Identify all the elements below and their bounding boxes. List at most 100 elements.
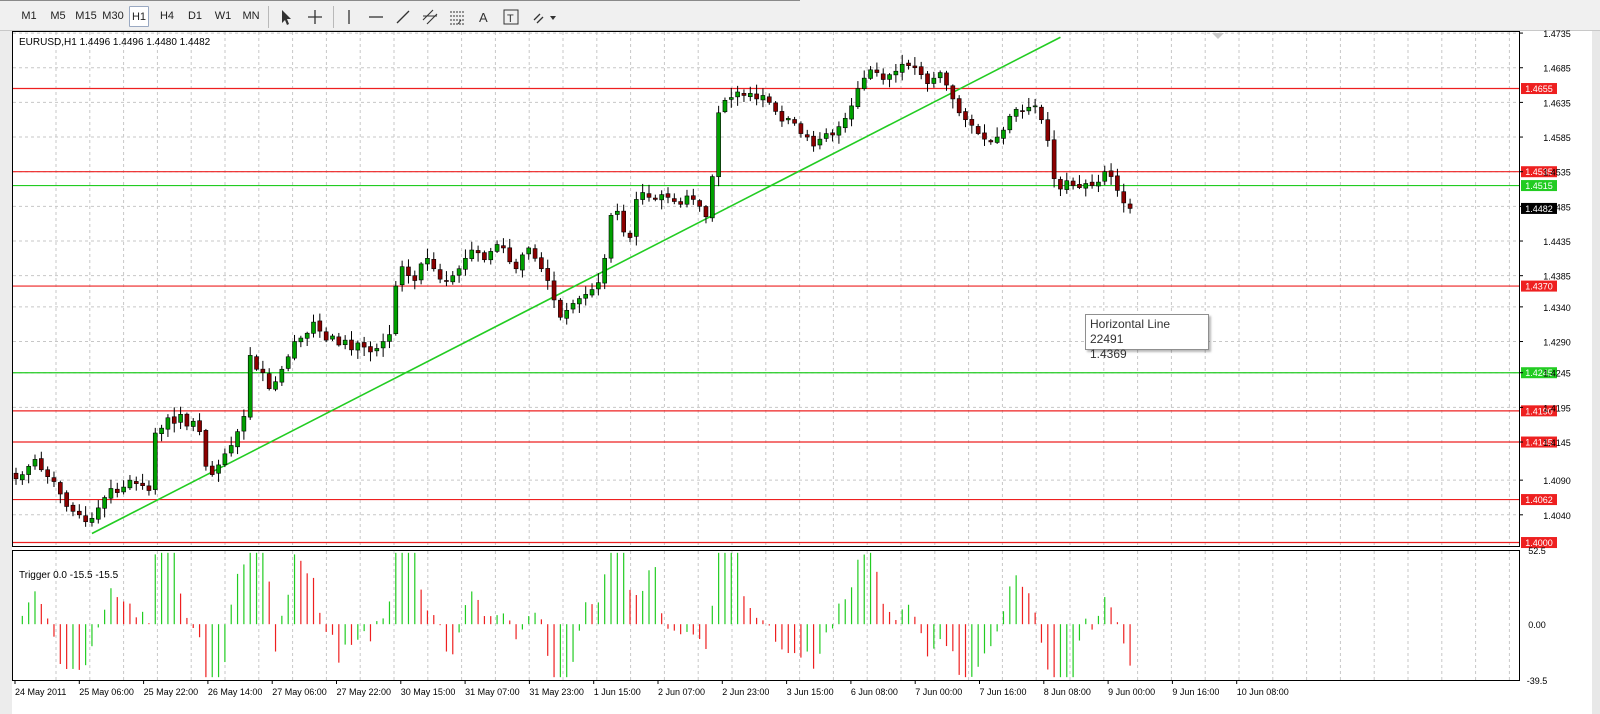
candle-body bbox=[330, 335, 335, 340]
candle-body bbox=[222, 453, 228, 465]
candle-body bbox=[545, 268, 551, 281]
candle-body bbox=[1115, 175, 1120, 191]
candle-body bbox=[551, 280, 557, 301]
trendline-icon[interactable] bbox=[392, 6, 414, 28]
candle-body bbox=[102, 497, 107, 509]
vertical-line-icon[interactable] bbox=[338, 6, 360, 28]
candle-body bbox=[773, 102, 778, 112]
candle-body bbox=[1051, 139, 1057, 179]
candle-body bbox=[393, 285, 399, 334]
candle-body bbox=[374, 348, 380, 352]
candle-body bbox=[861, 77, 867, 89]
candle-body bbox=[317, 320, 323, 332]
time-tick-label: 9 Jun 00:00 bbox=[1108, 687, 1155, 697]
candle-body bbox=[178, 414, 183, 423]
timeframe-d1[interactable]: D1 bbox=[187, 10, 203, 22]
time-tick-label: 24 May 2011 bbox=[15, 687, 66, 697]
candle-body bbox=[285, 356, 291, 369]
svg-text:A: A bbox=[479, 10, 488, 25]
candle-body bbox=[868, 69, 873, 79]
timeframe-h1[interactable]: H1 bbox=[129, 6, 149, 27]
candle-body bbox=[494, 244, 500, 252]
price-tick-label: 1.4040 bbox=[1543, 511, 1571, 521]
candle-body bbox=[735, 91, 740, 98]
candle-body bbox=[836, 126, 842, 136]
candle-body bbox=[418, 263, 424, 281]
text-icon[interactable]: A bbox=[473, 6, 495, 28]
candle-body bbox=[583, 294, 589, 299]
timeframe-h4[interactable]: H4 bbox=[159, 10, 175, 22]
candle-body bbox=[728, 97, 734, 100]
candle-body bbox=[342, 339, 348, 346]
candle-body bbox=[13, 472, 19, 480]
candle-body bbox=[925, 73, 930, 84]
candle-body bbox=[311, 321, 316, 334]
candle-body bbox=[247, 355, 253, 418]
candle-body bbox=[121, 486, 126, 493]
trendline[interactable] bbox=[91, 36, 1061, 535]
candle-body bbox=[368, 346, 373, 353]
candle-body bbox=[114, 488, 120, 493]
candle-body bbox=[944, 72, 949, 86]
candle-body bbox=[209, 465, 215, 475]
candle-body bbox=[513, 261, 519, 270]
current-price-label-bg bbox=[1521, 202, 1557, 214]
candle-body bbox=[672, 198, 677, 202]
candle-body bbox=[1020, 110, 1025, 112]
candle-body bbox=[184, 413, 190, 427]
axis-labels: 1.47351.46851.46351.45851.45351.44851.44… bbox=[14, 29, 1571, 697]
candle-body bbox=[279, 368, 285, 383]
candle-body bbox=[298, 337, 304, 343]
horizontal-line-icon[interactable] bbox=[365, 6, 387, 28]
candle-body bbox=[722, 100, 728, 113]
cursor-icon[interactable] bbox=[274, 6, 296, 28]
candle-body bbox=[1001, 129, 1006, 139]
horizontal-line-price-label: 1.4190 bbox=[1525, 406, 1553, 416]
crosshair-icon[interactable] bbox=[304, 6, 326, 28]
price-tick-label: 1.4435 bbox=[1543, 237, 1571, 247]
candle-body bbox=[235, 431, 240, 448]
candle-body bbox=[817, 138, 823, 146]
fibonacci-icon[interactable] bbox=[446, 6, 468, 28]
arrows-icon[interactable] bbox=[530, 6, 560, 28]
candle-body bbox=[969, 119, 975, 126]
candle-body bbox=[507, 247, 513, 263]
trendline-segment[interactable] bbox=[91, 36, 1061, 535]
time-tick-label: 9 Jun 16:00 bbox=[1172, 687, 1219, 697]
timeframe-m30[interactable]: M30 bbox=[102, 10, 124, 22]
timeframe-m1[interactable]: M1 bbox=[21, 10, 37, 22]
candle-body bbox=[336, 336, 342, 346]
timeframe-m15[interactable]: M15 bbox=[75, 10, 97, 22]
time-tick-label: 31 May 07:00 bbox=[465, 687, 520, 697]
horizontal-line-price-label: 1.4000 bbox=[1525, 538, 1553, 548]
time-tick-label: 7 Jun 00:00 bbox=[915, 687, 962, 697]
time-tick-label: 7 Jun 16:00 bbox=[980, 687, 1027, 697]
candle-body bbox=[975, 126, 981, 134]
candle-body bbox=[747, 93, 753, 97]
timeframe-mn[interactable]: MN bbox=[242, 10, 260, 22]
indicator-pane-border bbox=[12, 550, 1520, 681]
candle-body bbox=[463, 258, 468, 270]
equidistant-channel-icon[interactable] bbox=[419, 6, 441, 28]
horizontal-lines[interactable]: 1.4655 1.4535 1.4515 1.4370 1.4245 1.4190 1.41… bbox=[13, 83, 1557, 549]
candle-body bbox=[963, 111, 968, 121]
time-tick-label: 1 Jun 15:00 bbox=[594, 687, 641, 697]
indicator-label: Trigger 0.0 -15.5 -15.5 bbox=[19, 570, 119, 581]
horizontal-line-price-label: 1.4655 bbox=[1525, 84, 1553, 94]
candle-body bbox=[425, 258, 430, 265]
candle-body bbox=[982, 132, 987, 140]
candle-body bbox=[754, 93, 759, 100]
timeframe-m5[interactable]: M5 bbox=[50, 10, 66, 22]
candle-body bbox=[621, 210, 626, 233]
tooltip-line-name: Horizontal Line 22491 bbox=[1090, 317, 1171, 346]
candle-body bbox=[32, 459, 38, 467]
text-label-icon[interactable]: T bbox=[500, 6, 522, 28]
time-tick-label: 25 May 22:00 bbox=[144, 687, 199, 697]
timeframe-w1[interactable]: W1 bbox=[214, 10, 232, 22]
candlesticks bbox=[13, 54, 1133, 527]
candle-body bbox=[1007, 115, 1013, 131]
candle-body bbox=[912, 65, 918, 69]
candle-body bbox=[994, 136, 1000, 143]
horizontal-line-price-label-bg bbox=[1521, 166, 1557, 178]
